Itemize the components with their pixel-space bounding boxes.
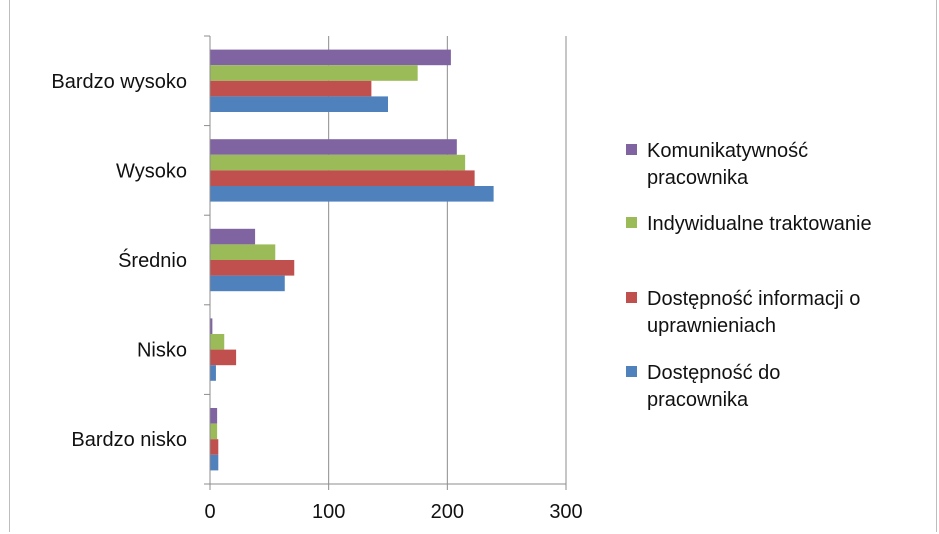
- bar: [210, 260, 295, 276]
- bar: [210, 408, 218, 424]
- tick-labels: 0 100 200 300: [204, 501, 582, 523]
- bar: [210, 349, 237, 366]
- legend-swatch: [626, 292, 637, 303]
- category-label: Wysoko: [116, 160, 187, 182]
- category-label: Bardzo wysoko: [51, 71, 187, 93]
- legend: Komunikatywność pracownika Indywidualne tr…: [626, 140, 872, 411]
- legend-swatch: [626, 366, 637, 377]
- bar: [210, 170, 475, 186]
- bar: [210, 365, 216, 381]
- legend-entry-text: Dostępność informacji o: [647, 288, 860, 310]
- bar: [210, 423, 218, 440]
- legend-entry-text: pracownika: [647, 389, 749, 411]
- bar: [210, 244, 276, 260]
- x-tick-label: 100: [312, 501, 345, 523]
- bar: [210, 65, 418, 81]
- legend-entry-text: Indywidualne traktowanie: [647, 213, 872, 235]
- legend-swatch: [626, 217, 637, 228]
- bar: [210, 139, 457, 155]
- bar: [210, 318, 213, 334]
- chart-frame: [9, 0, 937, 532]
- legend-swatch: [626, 144, 637, 155]
- bars: [210, 49, 494, 471]
- category-label: Średnio: [118, 248, 187, 272]
- category-label: Bardzo nisko: [71, 429, 187, 451]
- category-label: Nisko: [137, 340, 187, 362]
- bar: [210, 80, 372, 97]
- bar: [210, 154, 466, 171]
- category-labels: Bardzo wysoko Wysoko Średnio Nisko Bardzo ni…: [51, 71, 187, 451]
- legend-entry-text: uprawnieniach: [647, 315, 776, 337]
- legend-entry-text: Komunikatywność: [647, 140, 808, 162]
- bar: [210, 228, 256, 245]
- bar: [210, 49, 451, 66]
- x-tick-label: 0: [204, 501, 215, 523]
- legend-entry-text: pracownika: [647, 167, 749, 189]
- legend-entry-text: Dostępność do: [647, 362, 780, 384]
- axes: [204, 35, 567, 490]
- bar: [210, 439, 219, 455]
- bar: [210, 334, 225, 350]
- x-tick-label: 200: [431, 501, 464, 523]
- x-tick-label: 300: [549, 501, 582, 523]
- bar: [210, 454, 219, 471]
- bar: [210, 96, 388, 112]
- bar: [210, 275, 285, 292]
- bar: [210, 186, 494, 202]
